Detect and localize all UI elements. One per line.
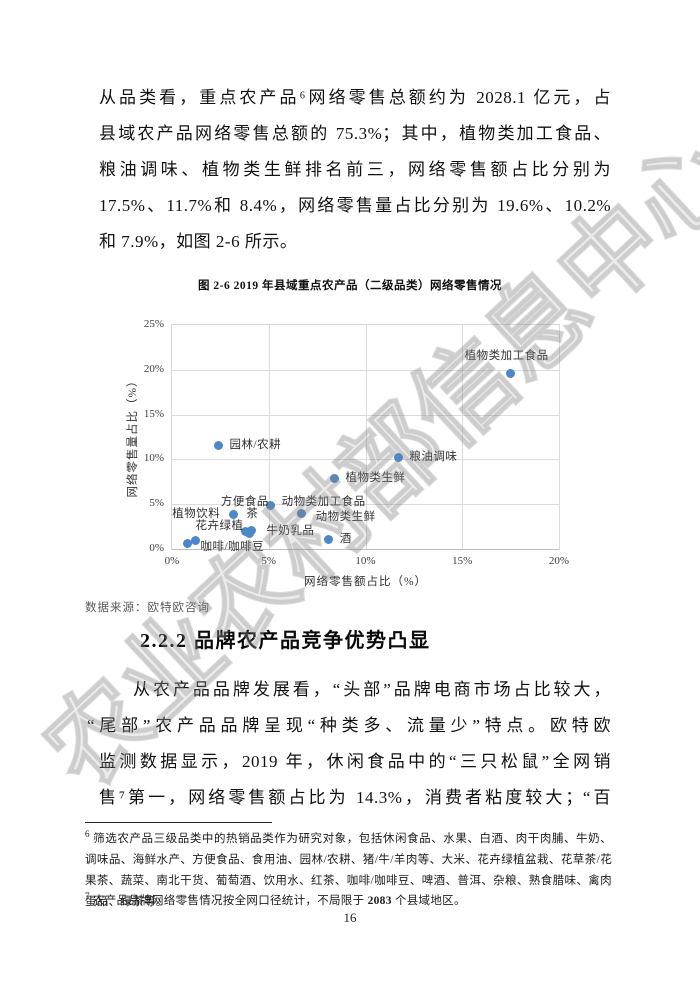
scatter-point (330, 473, 340, 483)
y-axis-tick-label: 20% (143, 362, 164, 375)
scatter-point (229, 510, 239, 520)
scatter-point-label: 植物类生鲜 (345, 472, 406, 485)
scatter-chart: 网络零售额占比（%） 网络零售量占比（%） 0% 5% 10% 15% 20% 0% 5% 1… (127, 318, 569, 588)
scatter-point (324, 534, 334, 544)
vertical-gridline (559, 325, 560, 549)
x-axis-tick-label: 20% (548, 555, 570, 567)
vertical-gridline (365, 325, 367, 549)
scatter-point-label: 茶 (246, 508, 259, 521)
scatter-point (182, 539, 192, 549)
scatter-point (297, 508, 307, 518)
footnote-7-marker: 7 (85, 891, 90, 902)
scatter-point-label: 植物类加工食品 (464, 350, 549, 363)
scatter-point (190, 536, 200, 546)
scatter-point-label: 园林/农耕 (229, 438, 282, 451)
horizontal-gridline (172, 414, 559, 416)
scatter-point (244, 529, 254, 539)
horizontal-gridline (172, 504, 559, 506)
section-heading: 2.2.2 品牌农产品竞争优势凸显 (140, 630, 431, 652)
body-text-line: 监测数据显示，2019 年，休闲食品中的“三只松鼠”全网销 (99, 752, 611, 771)
scatter-point-label: 方便食品 (220, 495, 269, 508)
scatter-point-label: 动物类生鲜 (315, 511, 376, 524)
y-axis-tick-label: 5% (149, 497, 164, 510)
scatter-point-label: 花卉绿植 (195, 519, 244, 532)
scatter-point-label: 粮油调味 (409, 450, 458, 463)
body-text-line: 和 7.9%，如图 2-6 所示。 (99, 232, 298, 251)
footnote-7: 7 农产品品牌网络零售情况按全网口径统计，不局限于 2083 个县域地区。 (85, 891, 612, 912)
page-number: 16 (343, 910, 357, 925)
footnote-6: 6 筛选农产品三级品类中的热销品类作为研究对象，包括休闲食品、水果、白酒、肉干肉… (85, 829, 612, 913)
horizontal-gridline (172, 459, 559, 461)
scatter-point (506, 368, 516, 378)
paragraph-category-overview: 从品类看，重点农产品⁶网络零售总额约为 2028.1 亿元，占 县域农产品网络零售… (99, 80, 611, 260)
x-axis-tick-label: 10% (355, 555, 376, 567)
y-axis-tick-label: 25% (143, 318, 164, 330)
scatter-point (266, 500, 276, 510)
figure-caption: 图 2-6 2019 年县域重点农产品（二级品类）网络零售情况 (198, 280, 502, 292)
vertical-gridline (268, 325, 270, 549)
y-axis-tick-label: 15% (143, 407, 164, 420)
body-text-line: 粮油调味、植物类生鲜排名前三，网络零售额占比分别为 (99, 160, 611, 179)
scatter-point (393, 453, 403, 463)
x-axis-title: 网络零售额占比（%） (303, 576, 428, 588)
footnote-6-marker: 6 (85, 829, 90, 840)
paragraph-brand-development: 从农产品品牌发展看，“头部”品牌电商市场占比较大， “尾部”农产品品牌呈现“种类多… (87, 672, 611, 816)
scatter-point-label: 植物饮料 (172, 507, 221, 520)
footnote-7-text-pre: 农产品品牌网络零售情况按全网口径统计，不局限于 (93, 895, 368, 907)
horizontal-gridline (172, 369, 559, 371)
body-text-line: 从农产品品牌发展看，“头部”品牌电商市场占比较大， (133, 680, 611, 699)
scatter-point (213, 441, 223, 451)
scatter-point-label: 咖啡/咖啡豆 (200, 540, 265, 553)
vertical-gridline (462, 325, 464, 549)
footnote-6-text: 筛选农产品三级品类中的热销品类作为研究对象，包括休闲食品、水果、白酒、肉干肉脯、… (85, 833, 612, 908)
body-text-line: 17.5%、11.7%和 8.4%，网络零售量占比分别为 19.6%、10.2% (99, 196, 611, 215)
footnote-7-text-post: 个县域地区。 (391, 895, 466, 907)
body-text-line: 县域农产品网络零售总额的 75.3%；其中，植物类加工食品、 (99, 124, 611, 143)
body-text-line: “尾部”农产品品牌呈现“种类多、流量少”特点。欧特欧 (87, 716, 611, 735)
body-text-line: 从品类看，重点农产品⁶网络零售总额约为 2028.1 亿元，占 (99, 88, 611, 107)
x-axis-tick-label: 5% (261, 555, 277, 567)
body-text-line: 售⁷第一，网络零售额占比为 14.3%，消费者粘度较大；“百 (99, 788, 611, 807)
scatter-point-label: 牛奶乳品 (266, 524, 315, 537)
x-axis-tick-label: 0% (164, 555, 180, 567)
footnote-7-bold-number: 2083 (367, 895, 392, 907)
x-axis-tick-label: 15% (452, 555, 473, 567)
x-axis-line (172, 549, 559, 550)
y-axis-tick-label: 0% (149, 542, 164, 554)
footnote-separator (85, 822, 272, 823)
y-axis-tick-label: 10% (143, 452, 164, 465)
scatter-point-label: 动物类加工食品 (281, 496, 366, 509)
scatter-point-label: 酒 (339, 533, 352, 546)
data-source-note: 数据来源：欧特欧咨询 (85, 602, 210, 614)
